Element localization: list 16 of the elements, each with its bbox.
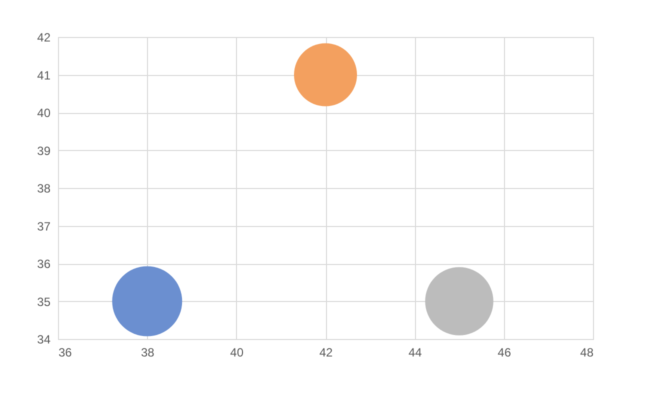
y-tick-label: 40 (37, 106, 51, 120)
x-tick-label: 42 (319, 346, 333, 360)
y-tick-label: 34 (37, 332, 51, 346)
x-tick-label: 38 (140, 346, 155, 360)
y-tick-label: 41 (37, 68, 51, 82)
y-tick-label: 35 (37, 294, 51, 309)
x-tick-label: 46 (498, 346, 512, 360)
y-tick-label: 39 (37, 144, 51, 158)
y-tick-label: 37 (37, 219, 51, 234)
x-tick-label: 40 (230, 346, 244, 360)
x-tick-label: 44 (408, 346, 422, 360)
y-tick-label: 36 (37, 257, 51, 271)
y-tick-label: 38 (37, 182, 51, 196)
x-tick-label: 36 (58, 346, 72, 360)
y-tick-label: 42 (37, 30, 51, 44)
x-tick-label: 48 (580, 346, 594, 360)
